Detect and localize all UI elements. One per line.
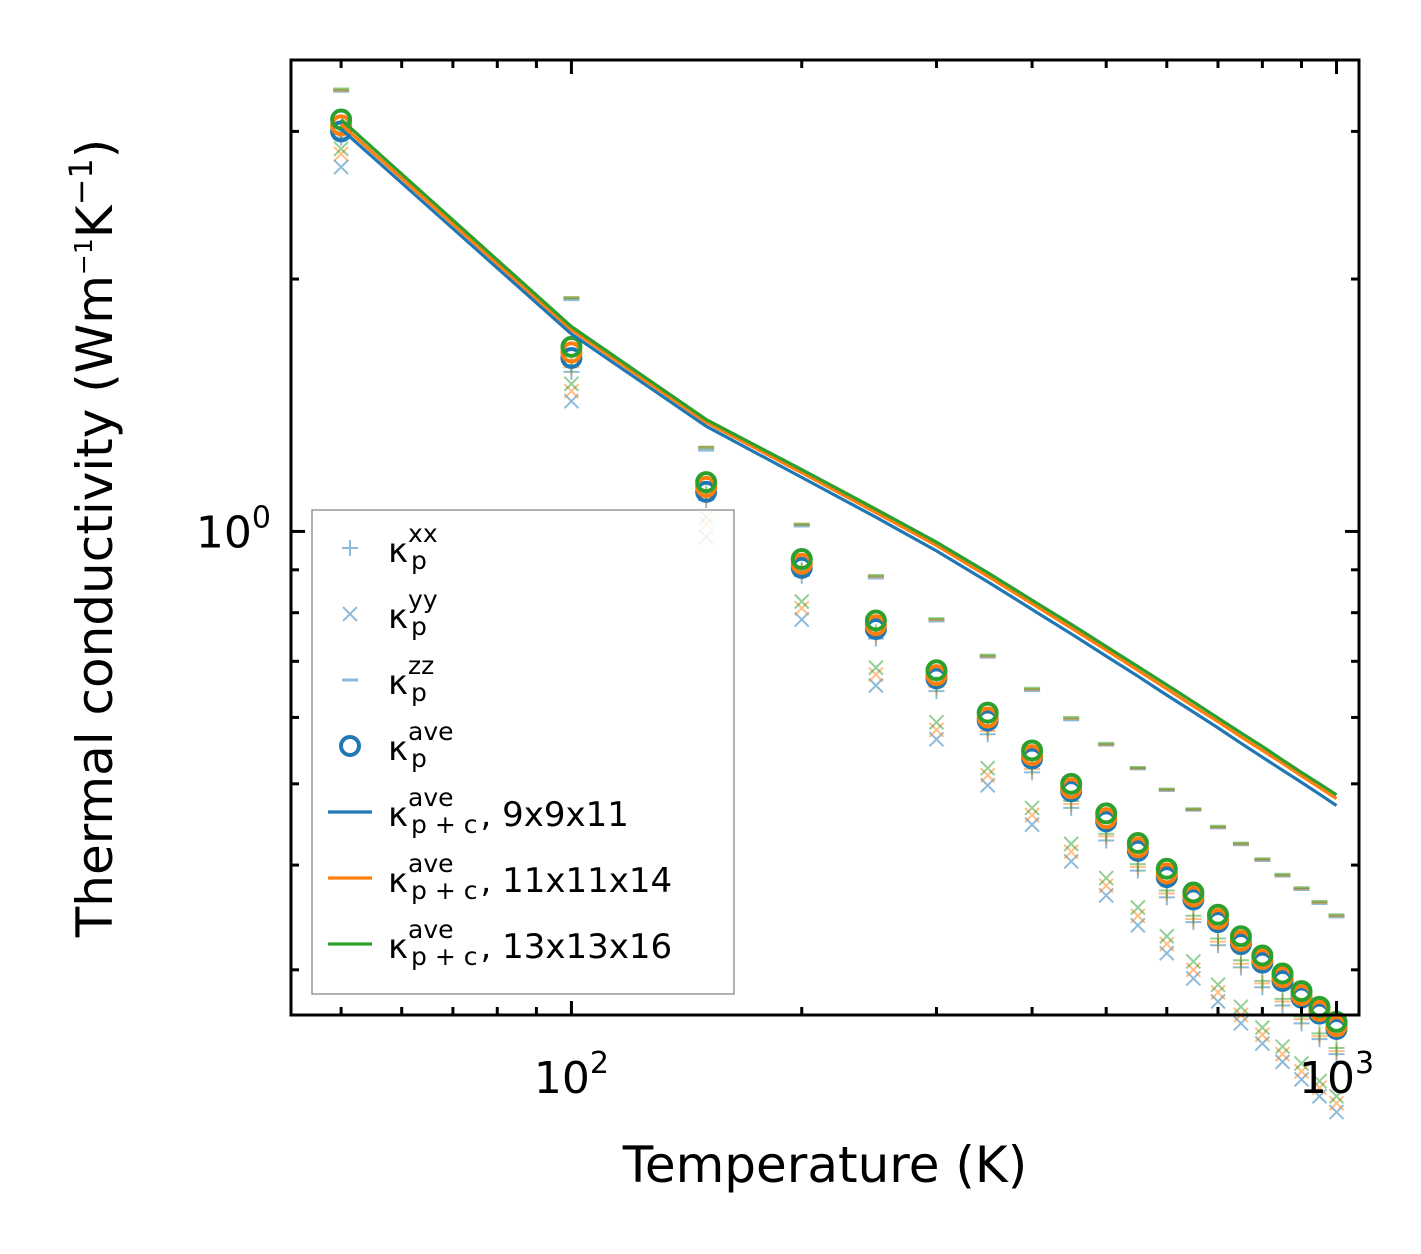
y-axis-label-end: ) [66,139,124,159]
point--p-yy-11x11x14-1000 [1328,1095,1345,1111]
point--p-yy-9x9x11-250 [868,677,884,694]
y-axis-label-exp2: −1 [62,158,100,205]
point--p-ave-13x13x16-350 [976,701,999,724]
point--p-yy-13x13x16-550 [1130,899,1146,916]
y-axis-label-mid: K [66,204,124,238]
point--p-yy-11x11x14-350 [979,767,996,783]
x-tick-label-2: 102 [534,1046,609,1104]
legend-box [311,509,735,995]
point--p-yy-13x13x16-200 [794,593,810,610]
point--p-yy-11x11x14-550 [1130,908,1146,924]
point--p-yy-11x11x14-200 [794,600,810,616]
point--p-ave-13x13x16-700 [1207,903,1230,926]
axes-frame [289,58,1361,1017]
point--p-ave-13x13x16-900 [1290,980,1313,1003]
y-axis-label: Thermal conductivity (Wm−1K−1) [62,139,124,939]
y-axis-label-exp1: −1 [69,238,98,275]
legend-label-4: κave p + c, 9x9x11 [388,783,629,839]
point--p-xx-13x13x16-650 [1185,907,1202,924]
point--p-yy-11x11x14-850 [1274,1046,1291,1062]
point--p-yy-11x11x14-600 [1159,936,1175,952]
legend-label-0: κxx p [388,519,438,575]
y-tick-label-0: 100 [196,500,271,558]
point--p-yy-13x13x16-1000 [1328,1088,1345,1104]
x-axis-label: Temperature (K) [622,1136,1027,1194]
point--p-yy-13x13x16-650 [1185,953,1202,970]
point--p-ave-13x13x16-250 [864,609,887,632]
point--p-yy-13x13x16-900 [1293,1055,1310,1072]
legend-marker-circle [339,735,361,757]
point--p-ave-13x13x16-500 [1095,802,1118,825]
point--p-ave-13x13x16-200 [790,548,813,571]
point--p-yy-13x13x16-600 [1159,928,1175,944]
point--p-ave-13x13x16-850 [1271,962,1294,985]
legend-marker-plus [342,540,358,556]
point--p-ave-13x13x16-300 [925,659,948,682]
point--p-yy-9x9x11-50 [333,159,349,175]
point--p-ave-13x13x16-650 [1182,881,1205,904]
point--p-yy-13x13x16-400 [1024,800,1040,816]
point--p-yy-13x13x16-800 [1254,1019,1271,1036]
series-line--p-c-ave-9x9x11 [340,127,1338,807]
legend-label-3: κave p [388,717,454,773]
point--p-ave-13x13x16-400 [1021,739,1044,762]
point--p-ave-13x13x16-750 [1229,925,1252,948]
series-line--p-c-ave-11x11x14 [340,123,1338,801]
data-marks [330,87,1348,1120]
point--p-yy-9x9x11-750 [1233,1015,1249,1032]
point--p-yy-13x13x16-100 [563,376,580,392]
point--p-yy-13x13x16-750 [1233,999,1249,1015]
series-line--p-c-ave-13x13x16 [340,118,1338,797]
point--p-yy-9x9x11-200 [794,611,810,628]
point--p-ave-13x13x16-50 [330,108,353,131]
point--p-ave-13x13x16-600 [1155,857,1178,880]
point--p-yy-11x11x14-450 [1063,843,1079,860]
point--p-ave-13x13x16-100 [560,335,583,358]
point--p-xx-13x13x16-950 [1311,1025,1328,1042]
point--p-yy-11x11x14-500 [1098,877,1114,894]
point--p-ave-13x13x16-450 [1060,772,1083,795]
point--p-yy-11x11x14-400 [1024,807,1040,823]
point--p-yy-11x11x14-950 [1311,1080,1328,1096]
point--p-yy-11x11x14-50 [333,146,349,162]
legend-label-6: κave p + c, 13x13x16 [388,915,672,971]
point--p-yy-13x13x16-500 [1098,870,1114,886]
y-axis-label-main: Thermal conductivity (Wm [66,275,124,938]
x-tick-label-3: 103 [1299,1046,1374,1104]
point--p-yy-11x11x14-700 [1210,984,1226,1001]
point--p-yy-11x11x14-800 [1254,1027,1271,1043]
point--p-yy-11x11x14-300 [928,722,945,738]
legend: κxx p κyy p κzz p κave p κave p + c, 9x9x11 κave p … [311,509,735,995]
point--p-ave-13x13x16-550 [1126,832,1149,855]
tick-labels: 102 103 100 [196,500,1374,1104]
point--p-yy-13x13x16-350 [979,760,996,776]
point--p-yy-13x13x16-450 [1063,836,1079,852]
point--p-ave-13x13x16-150 [695,471,718,494]
point--p-yy-13x13x16-950 [1311,1073,1328,1089]
point--p-yy-13x13x16-700 [1210,976,1226,993]
point--p-yy-11x11x14-100 [563,383,580,399]
point--p-yy-13x13x16-250 [868,659,884,676]
legend-label-2: κzz p [388,651,434,707]
point--p-yy-11x11x14-250 [868,666,884,683]
point--p-yy-13x13x16-300 [928,714,945,731]
legend-marker-x [342,606,358,622]
point--p-yy-13x13x16-850 [1274,1038,1291,1055]
point--p-yy-13x13x16-50 [333,141,349,157]
legend-label-5: κave p + c, 11x11x14 [388,849,672,905]
point--p-xx-13x13x16-1000 [1328,1040,1345,1057]
point--p-xx-13x13x16-850 [1274,990,1291,1007]
point--p-ave-13x13x16-800 [1251,944,1274,967]
axis-ticks [291,60,1359,1015]
point--p-xx-13x13x16-800 [1254,972,1271,989]
point--p-yy-9x9x11-850 [1274,1054,1291,1070]
legend-label-1: κyy p [388,585,438,641]
